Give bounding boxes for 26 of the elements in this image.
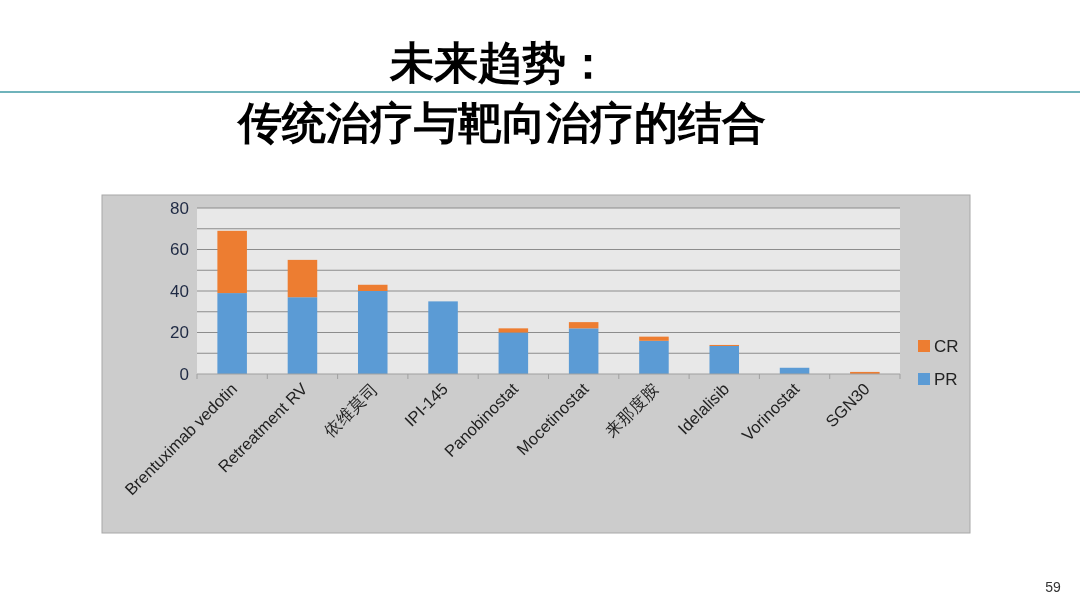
bar xyxy=(428,301,458,374)
chart-subtitle: 传统治疗与靶向治疗的结合 xyxy=(236,98,766,147)
bar xyxy=(217,293,247,374)
bar xyxy=(357,284,388,291)
bar xyxy=(217,230,247,294)
bar xyxy=(357,291,388,374)
x-tick-label: 依维莫司 xyxy=(320,379,381,441)
bar xyxy=(568,322,599,329)
bar xyxy=(709,345,740,374)
x-tick-label: 来那度胺 xyxy=(601,379,663,441)
bar xyxy=(498,332,529,374)
bar xyxy=(287,297,318,374)
chart-title: 未来趋势： xyxy=(389,38,610,87)
bar xyxy=(639,340,669,374)
legend-label: PR xyxy=(934,369,958,389)
y-tick-label: 20 xyxy=(170,323,189,342)
bar xyxy=(639,336,669,341)
text: 59 xyxy=(1045,579,1061,595)
y-tick-label: 40 xyxy=(170,281,189,301)
y-tick-label: 80 xyxy=(170,198,189,218)
bar xyxy=(287,259,318,298)
legend-label: CR xyxy=(934,336,959,356)
bar xyxy=(568,328,599,374)
y-tick-label: 0 xyxy=(179,364,189,384)
y-tick-label: 60 xyxy=(170,240,189,259)
bar xyxy=(498,328,529,333)
